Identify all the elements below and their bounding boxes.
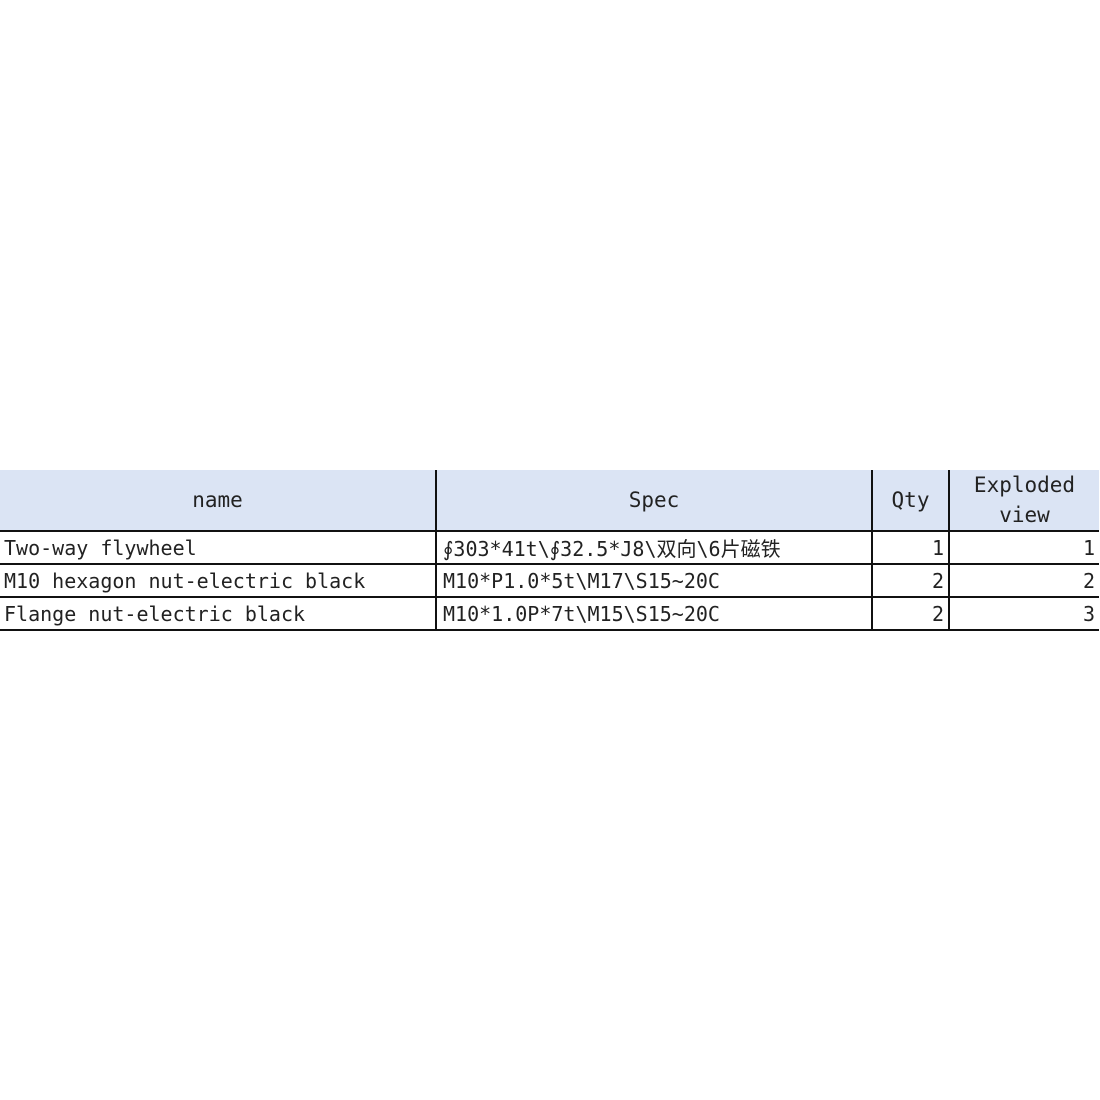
- cell-qty: 2: [872, 596, 950, 631]
- cell-name: M10 hexagon nut-electric black: [0, 563, 437, 597]
- cell-exploded-view: 1: [949, 530, 1099, 564]
- cell-qty: 2: [872, 563, 950, 597]
- cell-spec: M10*P1.0*5t\M17\S15~20C: [436, 563, 873, 597]
- table-row: Two-way flywheel ∮303*41t\∮32.5*J8\双向\6片…: [0, 530, 1099, 564]
- cell-spec: ∮303*41t\∮32.5*J8\双向\6片磁铁: [436, 530, 873, 564]
- header-qty: Qty: [872, 470, 950, 531]
- cell-name: Two-way flywheel: [0, 530, 437, 564]
- cell-exploded-view: 3: [949, 596, 1099, 631]
- table-row: M10 hexagon nut-electric black M10*P1.0*…: [0, 563, 1099, 597]
- cell-exploded-view: 2: [949, 563, 1099, 597]
- header-row: name Spec Qty Exploded view: [0, 470, 1099, 531]
- table-row: Flange nut-electric black M10*1.0P*7t\M1…: [0, 596, 1099, 631]
- header-spec: Spec: [436, 470, 873, 531]
- parts-table: name Spec Qty Exploded view Two-way flyw…: [0, 470, 1099, 631]
- cell-qty: 1: [872, 530, 950, 564]
- header-name: name: [0, 470, 437, 531]
- cell-name: Flange nut-electric black: [0, 596, 437, 631]
- cell-spec: M10*1.0P*7t\M15\S15~20C: [436, 596, 873, 631]
- header-exploded-view: Exploded view: [949, 470, 1099, 531]
